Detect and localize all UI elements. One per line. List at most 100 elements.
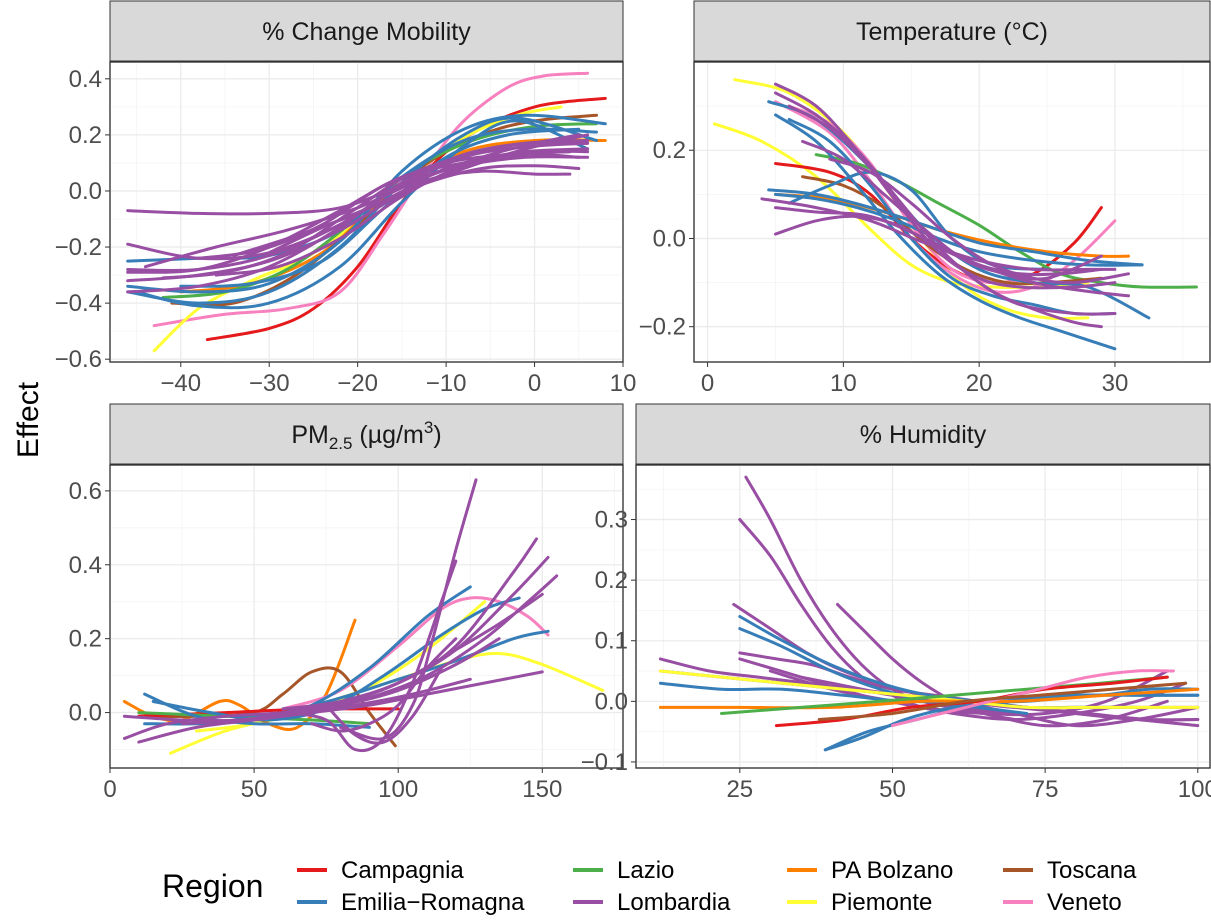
y-tick-label: −0.1 xyxy=(581,749,628,776)
x-tick-label: 10 xyxy=(830,370,857,397)
series-group xyxy=(122,478,605,755)
panel-title: % Change Mobility xyxy=(262,18,471,46)
y-axis-title: Effect xyxy=(12,381,45,458)
panel-1: % Change Mobility −40 −30 −20 −10 0 10 −0.6 −0.4… xyxy=(55,0,637,397)
y-tick-label: 0.0 xyxy=(69,700,102,727)
legend-label: Veneto xyxy=(1047,889,1122,916)
y-tick-label: −0.4 xyxy=(55,290,102,317)
x-tick-label: 50 xyxy=(879,776,906,803)
legend-label: Campagnia xyxy=(341,857,464,884)
panel-2: Temperature (°C) 0 10 20 30 −0.2 0.0 0.2 xyxy=(639,0,1211,397)
series-line xyxy=(135,119,590,310)
series-line xyxy=(767,188,1144,267)
panel-border xyxy=(109,61,624,363)
series-line xyxy=(137,670,544,744)
y-tick-label: −0.2 xyxy=(639,314,686,341)
y-tick-label: 0.1 xyxy=(595,628,628,655)
legend-entry: Toscana xyxy=(1003,857,1137,884)
y-tick-label: −0.6 xyxy=(55,346,102,373)
series-line xyxy=(787,104,1103,329)
x-tick-label: −40 xyxy=(160,370,201,397)
legend-label: PA Bolzano xyxy=(831,857,953,884)
legend-label: Toscana xyxy=(1047,857,1137,884)
panel-border xyxy=(635,464,1211,769)
series-line xyxy=(122,700,357,723)
y-tick-label: 0.3 xyxy=(595,507,628,534)
series-line xyxy=(768,669,1188,721)
legend-title: Region xyxy=(162,868,263,904)
y-tick-label: 0.4 xyxy=(69,66,102,93)
panel-border xyxy=(109,464,624,769)
series-group xyxy=(126,71,607,353)
series-line xyxy=(738,627,1029,715)
x-tick-label: 30 xyxy=(1102,370,1129,397)
series-line xyxy=(281,596,550,711)
legend-label: Piemonte xyxy=(831,889,932,916)
series-line xyxy=(799,675,1169,728)
x-tick-label: 10 xyxy=(610,370,637,397)
series-line xyxy=(774,192,1144,267)
x-tick-label: −30 xyxy=(249,370,290,397)
y-tick-label: 0.0 xyxy=(653,225,686,252)
x-tick-label: 150 xyxy=(522,776,562,803)
x-tick-label: 100 xyxy=(1178,776,1211,803)
series-line xyxy=(324,666,443,745)
x-tick-label: 25 xyxy=(726,776,753,803)
panel-strip xyxy=(109,0,624,62)
legend-label: Emilia−Romagna xyxy=(341,889,525,916)
legend-label: Lazio xyxy=(617,857,674,884)
series-group xyxy=(658,475,1200,752)
panel-title: Temperature (°C) xyxy=(856,18,1048,46)
series-line xyxy=(196,150,572,260)
legend-label: Lombardia xyxy=(617,889,731,916)
series-line xyxy=(774,113,1117,351)
legend-entry: PA Bolzano xyxy=(787,857,953,884)
y-tick-label: 0.0 xyxy=(595,688,628,715)
x-tick-label: 20 xyxy=(966,370,993,397)
x-tick-label: 0 xyxy=(701,370,714,397)
y-tick-label: 0.2 xyxy=(653,137,686,164)
x-tick-label: 50 xyxy=(241,776,268,803)
series-line xyxy=(817,681,1188,721)
series-line xyxy=(339,592,544,707)
legend-entries: Campagnia Emilia−Romagna Lazio Lombardia PA … xyxy=(297,857,1137,916)
series-line xyxy=(267,169,572,255)
y-tick-label: 0.2 xyxy=(69,122,102,149)
series-group xyxy=(712,78,1198,351)
legend-entry: Piemonte xyxy=(787,889,932,916)
panel-border xyxy=(693,61,1211,363)
legend: Region Campagnia Emilia−Romagna Lazio Lomba… xyxy=(162,857,1137,916)
series-line xyxy=(828,157,1130,285)
panel-4: % Humidity 25 50 75 100 −0.1 0.0 0.1 0.2 0.3 xyxy=(581,403,1211,803)
x-tick-label: 75 xyxy=(1032,776,1059,803)
y-tick-label: 0.2 xyxy=(69,626,102,653)
series-line xyxy=(774,214,1103,277)
x-tick-label: 0 xyxy=(103,776,116,803)
series-line xyxy=(658,687,1200,710)
panel-title: PM2.5 (µg/m3) xyxy=(291,418,441,453)
y-tick-label: 0.2 xyxy=(595,567,628,594)
panels: % Change Mobility −40 −30 −20 −10 0 10 −0.6 −0.4… xyxy=(55,0,1211,803)
panel-strip xyxy=(635,403,1211,465)
y-tick-label: 0.6 xyxy=(69,478,102,505)
panel-3: PM2.5 (µg/m3) 0 50 100 150 0.0 0.2 0.4 0.6 xyxy=(69,403,624,803)
y-tick-label: 0.0 xyxy=(69,178,102,205)
y-tick-label: −0.2 xyxy=(55,234,102,261)
x-tick-label: −20 xyxy=(337,370,378,397)
panel-strip xyxy=(109,403,624,465)
legend-entry: Emilia−Romagna xyxy=(297,889,525,916)
legend-entry: Lombardia xyxy=(573,889,731,916)
legend-entry: Campagnia xyxy=(297,857,464,884)
x-tick-label: 0 xyxy=(528,370,541,397)
panel-strip xyxy=(693,0,1211,62)
series-line xyxy=(232,164,581,257)
series-line xyxy=(281,559,458,753)
series-line xyxy=(214,152,581,277)
x-tick-label: 100 xyxy=(378,776,418,803)
panel-title: % Humidity xyxy=(860,421,987,449)
series-line xyxy=(143,133,581,269)
series-line xyxy=(891,669,1175,728)
x-tick-label: −10 xyxy=(426,370,467,397)
series-line xyxy=(152,71,590,328)
